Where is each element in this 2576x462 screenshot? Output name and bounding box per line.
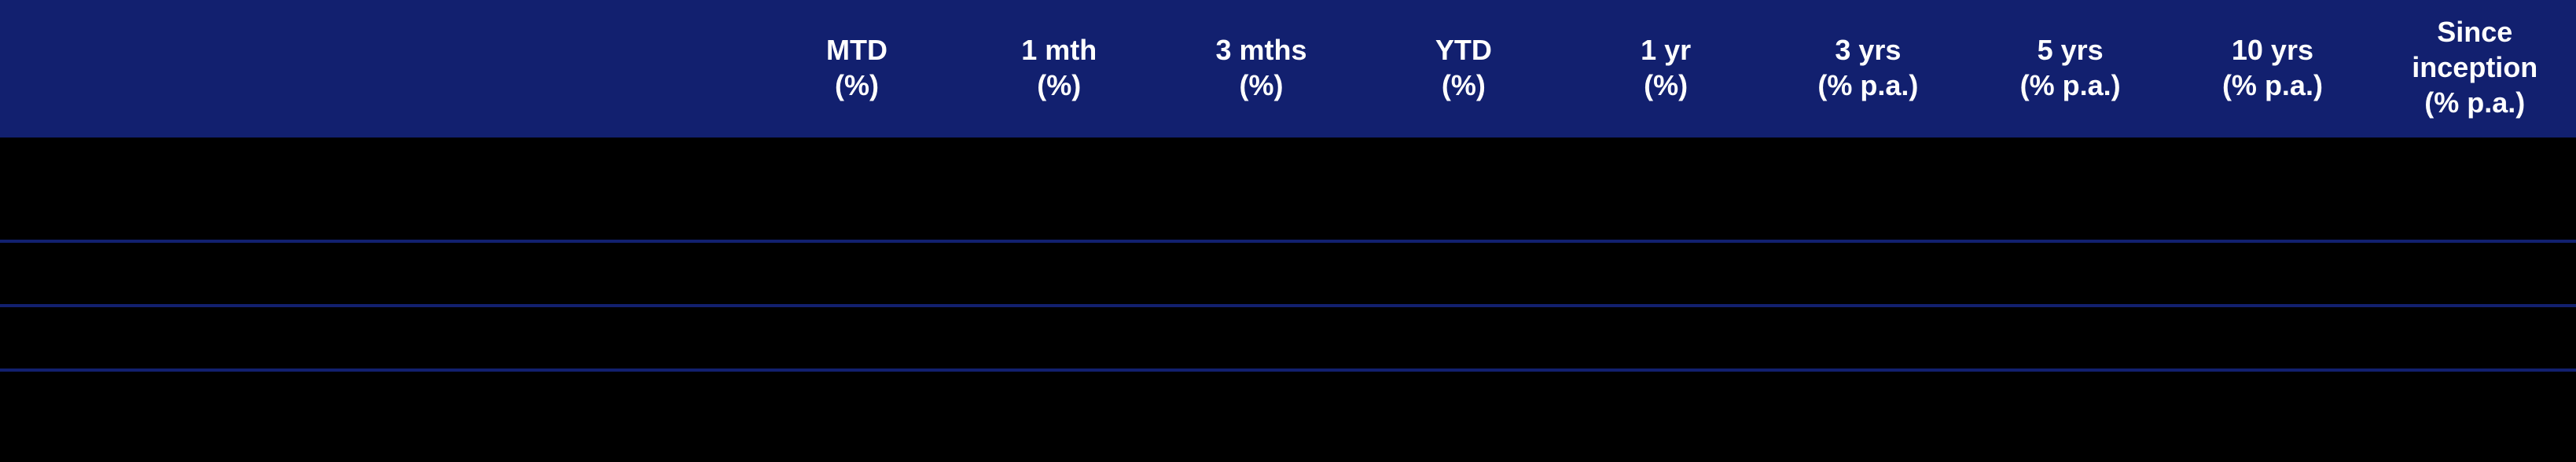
cell <box>1767 306 1969 370</box>
header-line1: 1 mth <box>1021 34 1097 66</box>
header-line2: (%) <box>1442 69 1486 101</box>
cell <box>2374 136 2576 241</box>
cell <box>1969 136 2171 241</box>
cell <box>1969 306 2171 370</box>
cell <box>2374 241 2576 306</box>
cell <box>1362 241 1564 306</box>
cell <box>1969 241 2171 306</box>
header-line1: YTD <box>1435 34 1492 66</box>
header-line1: MTD <box>826 34 887 66</box>
header-mtd: MTD (%) <box>755 0 957 136</box>
header-3mths: 3 mths (%) <box>1160 0 1362 136</box>
header-line2: (% p.a.) <box>2020 69 2121 101</box>
cell <box>1564 306 1766 370</box>
header-line1: 3 yrs <box>1835 34 1901 66</box>
table-row <box>0 241 2576 306</box>
header-line1: Since <box>2437 16 2512 48</box>
header-line2: (%) <box>1037 69 1081 101</box>
cell <box>1564 241 1766 306</box>
header-1yr: 1 yr (%) <box>1564 0 1766 136</box>
header-line2: (% p.a.) <box>2222 69 2323 101</box>
header-line2: (%) <box>1644 69 1688 101</box>
header-3yrs: 3 yrs (% p.a.) <box>1767 0 1969 136</box>
cell <box>1767 136 1969 241</box>
cell <box>958 306 1160 370</box>
header-line2: (%) <box>1240 69 1284 101</box>
cell <box>755 241 957 306</box>
cell <box>958 136 1160 241</box>
header-line1: 10 yrs <box>2232 34 2313 66</box>
header-line1: 5 yrs <box>2038 34 2104 66</box>
header-blank <box>0 0 755 136</box>
row-label <box>0 136 755 241</box>
table-header-row: MTD (%) 1 mth (%) 3 mths (%) YTD (%) 1 y… <box>0 0 2576 136</box>
cell <box>2171 136 2373 241</box>
row-label <box>0 306 755 370</box>
header-line2: inception <box>2412 51 2537 83</box>
header-line1: 3 mths <box>1216 34 1307 66</box>
header-line1: 1 yr <box>1641 34 1691 66</box>
performance-table: MTD (%) 1 mth (%) 3 mths (%) YTD (%) 1 y… <box>0 0 2576 372</box>
cell <box>2171 241 2373 306</box>
cell <box>1160 136 1362 241</box>
cell <box>2374 306 2576 370</box>
cell <box>2171 306 2373 370</box>
table-row <box>0 306 2576 370</box>
header-line3: (% p.a.) <box>2424 86 2525 119</box>
header-10yrs: 10 yrs (% p.a.) <box>2171 0 2373 136</box>
header-since-inception: Since inception (% p.a.) <box>2374 0 2576 136</box>
row-label <box>0 241 755 306</box>
header-1mth: 1 mth (%) <box>958 0 1160 136</box>
cell <box>1160 306 1362 370</box>
cell <box>755 306 957 370</box>
table-row <box>0 136 2576 241</box>
cell <box>958 241 1160 306</box>
cell <box>1767 241 1969 306</box>
cell <box>1160 241 1362 306</box>
cell <box>1362 306 1564 370</box>
header-ytd: YTD (%) <box>1362 0 1564 136</box>
cell <box>1564 136 1766 241</box>
header-line2: (%) <box>835 69 879 101</box>
cell <box>1362 136 1564 241</box>
header-5yrs: 5 yrs (% p.a.) <box>1969 0 2171 136</box>
header-line2: (% p.a.) <box>1817 69 1918 101</box>
cell <box>755 136 957 241</box>
